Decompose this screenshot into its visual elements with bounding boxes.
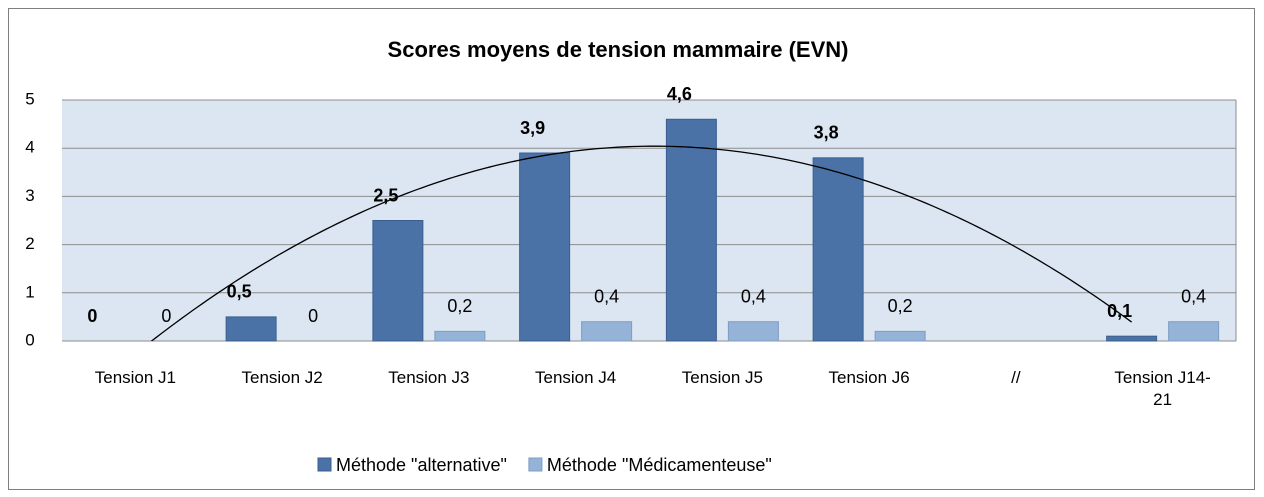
legend-label: Méthode "alternative" bbox=[336, 455, 507, 475]
x-tick-label: Tension J1 bbox=[94, 368, 177, 387]
x-tick-label: // bbox=[1011, 368, 1021, 387]
chart-title: Scores moyens de tension mammaire (EVN) bbox=[388, 37, 849, 62]
bar bbox=[1106, 335, 1158, 342]
y-tick-label: 3 bbox=[25, 186, 34, 205]
bar bbox=[665, 118, 717, 342]
legend-swatch bbox=[317, 457, 332, 472]
y-tick-label: 2 bbox=[25, 234, 34, 253]
bar bbox=[434, 330, 486, 342]
data-label: 0 bbox=[161, 306, 171, 326]
data-label: 0,1 bbox=[1107, 301, 1132, 321]
bar bbox=[225, 316, 277, 342]
data-label: 0,4 bbox=[741, 286, 766, 306]
bar bbox=[372, 220, 424, 342]
y-tick-label: 1 bbox=[25, 282, 34, 301]
data-label: 0,4 bbox=[594, 286, 619, 306]
bar bbox=[727, 321, 779, 342]
data-label: 3,9 bbox=[520, 118, 545, 138]
data-label: 0 bbox=[308, 306, 318, 326]
data-label: 2,5 bbox=[373, 185, 398, 205]
y-tick-label: 5 bbox=[25, 89, 34, 108]
plot-background bbox=[62, 100, 1236, 341]
bar bbox=[1168, 321, 1220, 342]
data-label: 4,6 bbox=[667, 84, 692, 104]
y-tick-label: 0 bbox=[25, 330, 34, 349]
data-label: 0,4 bbox=[1181, 286, 1206, 306]
data-label: 0,2 bbox=[888, 296, 913, 316]
y-tick-label: 4 bbox=[25, 138, 34, 157]
x-tick-label: Tension J3 bbox=[388, 368, 470, 387]
x-tick-label: Tension J5 bbox=[681, 368, 764, 387]
bar bbox=[812, 157, 864, 342]
data-label: 0,5 bbox=[227, 282, 252, 302]
bar bbox=[874, 330, 926, 342]
bar bbox=[581, 321, 633, 342]
x-tick-label: Tension J4 bbox=[534, 368, 617, 387]
bar bbox=[519, 152, 571, 342]
x-tick-label: Tension J14-21 bbox=[1114, 368, 1211, 409]
x-tick-label: Tension J6 bbox=[828, 368, 910, 387]
legend-label: Méthode "Médicamenteuse" bbox=[547, 455, 772, 475]
data-label: 0,2 bbox=[447, 296, 472, 316]
x-tick-label: Tension J2 bbox=[241, 368, 323, 387]
trendline bbox=[150, 145, 1133, 341]
data-label: 0 bbox=[87, 306, 97, 326]
legend-swatch bbox=[528, 457, 543, 472]
data-label: 3,8 bbox=[814, 123, 839, 143]
